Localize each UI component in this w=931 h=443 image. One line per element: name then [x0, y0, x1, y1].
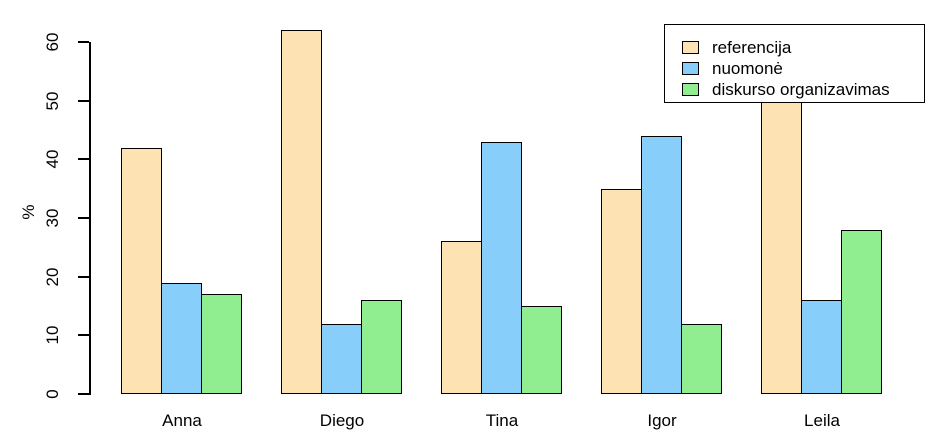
x-label-anna: Anna	[162, 411, 202, 430]
y-tick-label-50: 50	[43, 91, 62, 111]
legend-item-referencija: referencija	[682, 37, 924, 57]
y-tick-40	[78, 158, 89, 161]
bar-referencija-tina	[441, 241, 482, 394]
bar-referencija-leila	[761, 100, 802, 394]
legend-color-swatch-diskurso-organizavimas	[682, 82, 699, 96]
bar-diskurso-organizavimas-anna	[201, 294, 242, 394]
bar-nuomone-tina	[481, 141, 522, 394]
x-label-igor: Igor	[647, 411, 677, 430]
bar-referencija-diego	[281, 30, 322, 394]
y-tick-label-30: 30	[43, 208, 62, 228]
bar-diskurso-organizavimas-tina	[521, 306, 562, 394]
y-axis-title: %	[19, 204, 38, 220]
x-label-leila: Leila	[804, 411, 840, 430]
y-tick-10	[78, 334, 89, 337]
legend-item-diskurso-organizavimas: diskurso organizavimas	[682, 79, 924, 99]
legend-label-referencija: referencija	[712, 37, 792, 57]
y-tick-label-60: 60	[43, 32, 62, 52]
legend-color-swatch-referencija	[682, 40, 699, 54]
bar-referencija-anna	[121, 147, 162, 394]
bar-nuomone-leila	[801, 300, 842, 394]
y-tick-50	[78, 99, 89, 102]
bar-referencija-igor	[601, 188, 642, 394]
x-label-diego: Diego	[319, 411, 365, 430]
legend-color-swatch-nuomone	[682, 61, 699, 75]
y-tick-label-0: 0	[43, 389, 62, 399]
x-label-tina: Tina	[485, 411, 519, 430]
bar-nuomone-anna	[161, 282, 202, 394]
legend-label-nuomone: nuomonė	[712, 58, 783, 78]
y-tick-30	[78, 217, 89, 219]
y-tick-20	[78, 275, 89, 278]
legend-label-diskurso-organizavimas: diskurso organizavimas	[712, 79, 890, 99]
y-tick-0	[78, 393, 89, 395]
bar-nuomone-diego	[321, 323, 362, 394]
legend-item-nuomone: nuomonė	[682, 58, 924, 78]
y-tick-label-20: 20	[43, 267, 62, 287]
legend: referencija nuomonė diskurso organizavimas	[664, 24, 925, 103]
bar-diskurso-organizavimas-igor	[681, 323, 722, 394]
bar-diskurso-organizavimas-diego	[361, 300, 402, 394]
bar-nuomone-igor	[641, 135, 682, 394]
y-axis-line	[89, 42, 91, 395]
y-tick-label-40: 40	[43, 149, 62, 169]
y-tick-label-10: 10	[43, 325, 62, 345]
bar-diskurso-organizavimas-leila	[841, 229, 882, 394]
y-tick-60	[78, 41, 89, 43]
